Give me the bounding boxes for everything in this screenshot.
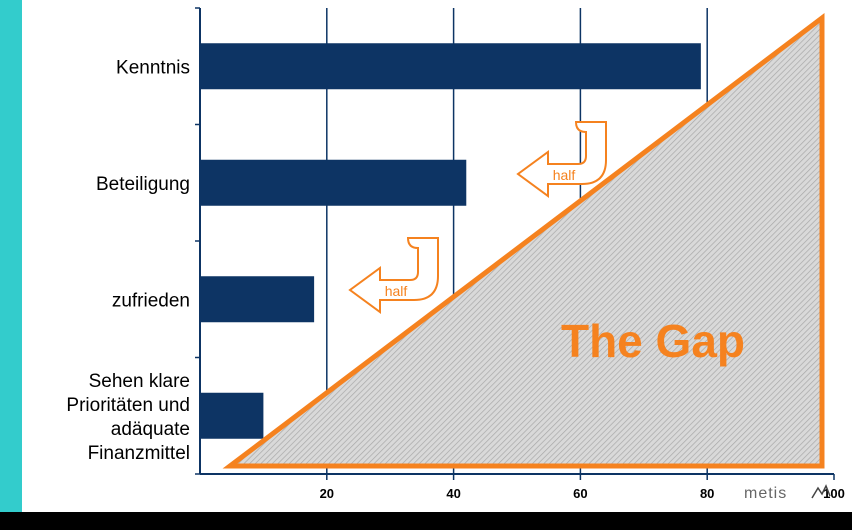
category-label-1: Kenntnis [116, 57, 190, 78]
gap-triangle [222, 12, 825, 469]
x-tick-label-80: 80 [700, 486, 714, 501]
x-tick-label-40: 40 [446, 486, 460, 501]
x-tick-label-20: 20 [320, 486, 334, 501]
arrow-label: half [553, 167, 576, 183]
category-label-line: Sehen klare [89, 371, 190, 392]
category-label-line: Finanzmittel [88, 443, 190, 464]
brand-mark-icon [811, 484, 831, 499]
brand-logo: metis [744, 485, 787, 502]
bar-1 [200, 43, 701, 90]
category-label-line: adäquate [111, 419, 190, 440]
x-axis-title: % of all regions and cities responding [390, 511, 624, 512]
x-tick-label-100: 100 [823, 486, 845, 501]
u-turn-arrow-2: half [348, 237, 439, 314]
x-tick-label-60: 60 [573, 486, 587, 501]
bar-3 [200, 276, 315, 323]
category-label-line: Prioritäten und [66, 395, 190, 416]
arrow-label: half [385, 283, 408, 299]
gap-label: The Gap [561, 315, 745, 367]
bar-4 [200, 392, 264, 439]
footer-band [0, 512, 852, 530]
u-turn-arrow-1: half [516, 121, 607, 198]
category-label-line: zufrieden [112, 290, 190, 311]
arrow-shape [348, 237, 439, 314]
category-label-line: Kenntnis [116, 57, 190, 78]
bar-chart: 20 40 60 80 100 Kenntnis Beteiligung zufrieden S… [66, 7, 845, 512]
bar-2 [200, 159, 467, 206]
category-label-line: Beteiligung [96, 174, 190, 195]
category-label-3: zufrieden [112, 290, 190, 311]
category-label-4: Sehen klare Prioritäten und adäquate Finanz… [66, 371, 190, 464]
left-accent-band [0, 0, 22, 530]
category-label-2: Beteiligung [96, 174, 190, 195]
arrow-shape [516, 121, 607, 198]
